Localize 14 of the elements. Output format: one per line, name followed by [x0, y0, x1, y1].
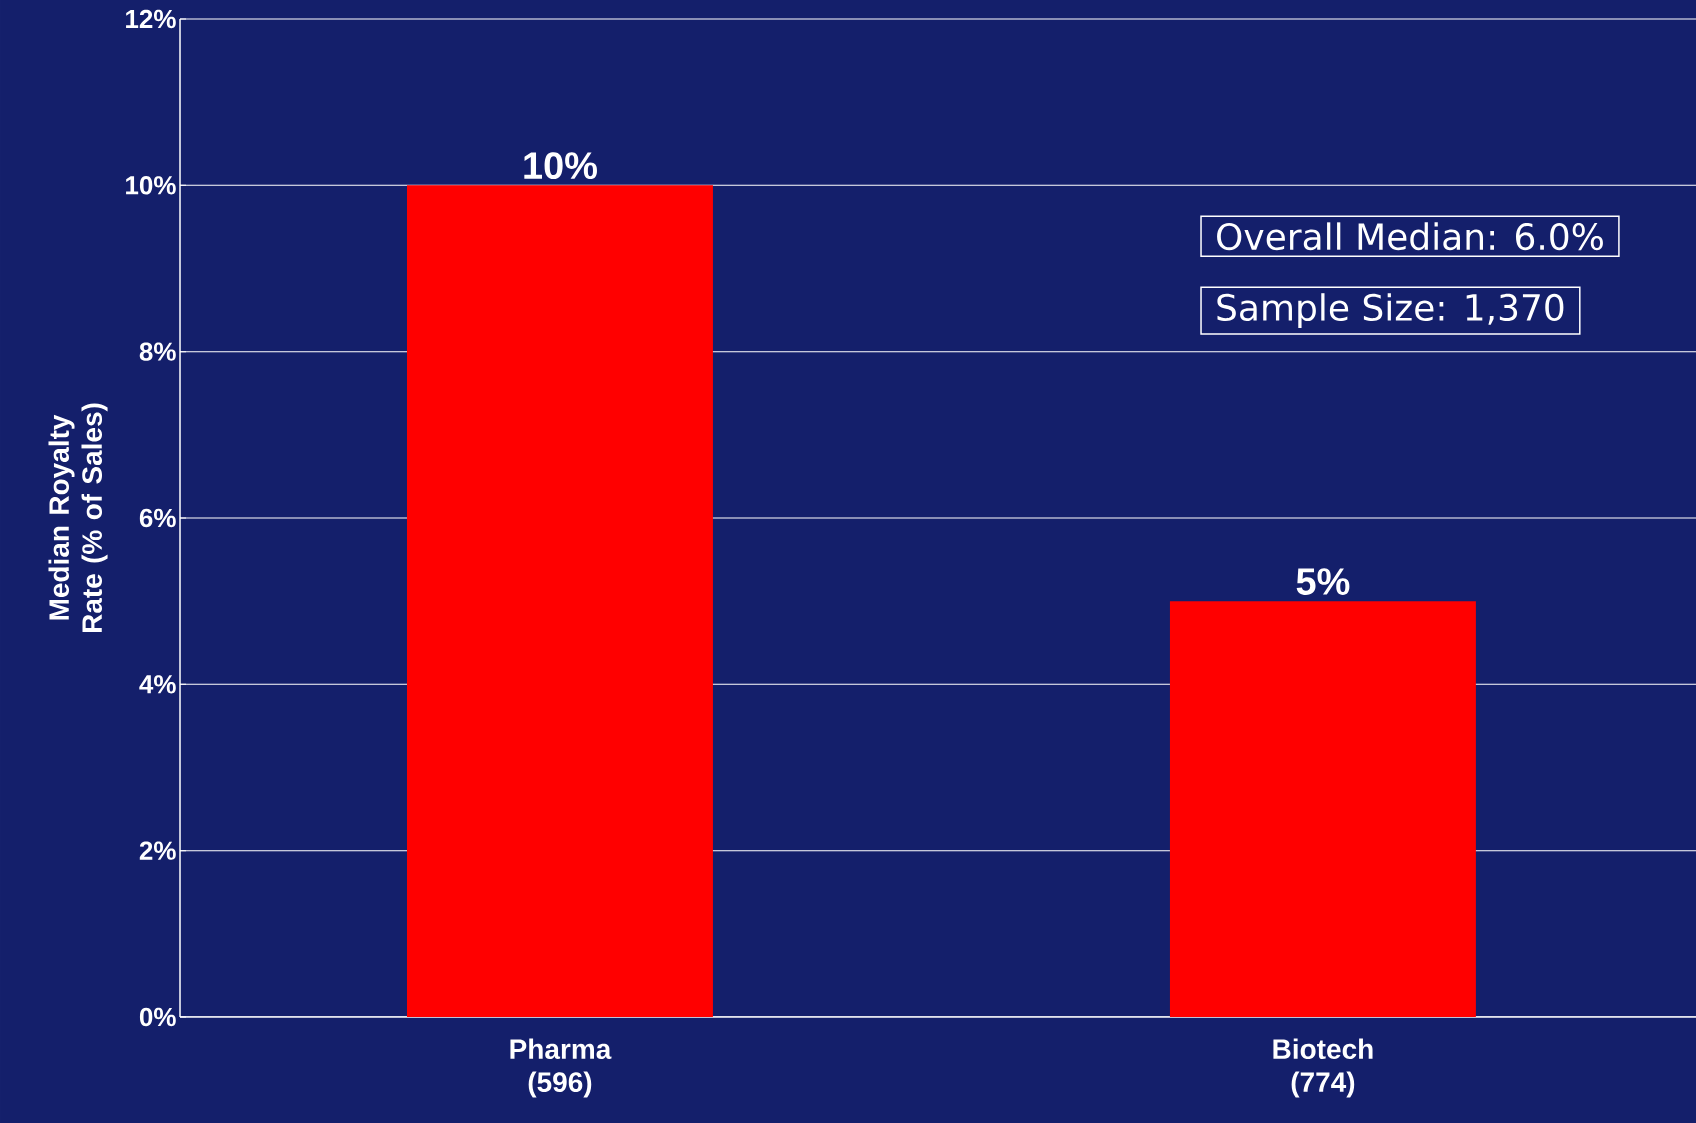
annotation: Sample Size: 1,370	[1217, 293, 1564, 329]
y-tick-label: 4%	[139, 675, 176, 694]
y-tick-label: 10%	[126, 176, 176, 195]
data-label: 5%	[1296, 568, 1350, 595]
annotation: Overall Median: 6.0%	[1217, 222, 1603, 251]
y-tick-label: 0%	[139, 1007, 176, 1027]
data-label: 10%	[524, 152, 597, 180]
y-tick-label: 2%	[139, 841, 176, 860]
y-axis-title: Median Royalty Rate (% of Sales)	[48, 403, 108, 633]
y-tick-label: 6%	[139, 508, 176, 528]
x-tick-label: Biotech (774)	[1273, 1038, 1373, 1098]
y-tick-label: 12%	[126, 9, 176, 29]
y-tick-label: 8%	[139, 342, 176, 361]
x-tick-label: Pharma (596)	[510, 1038, 612, 1098]
